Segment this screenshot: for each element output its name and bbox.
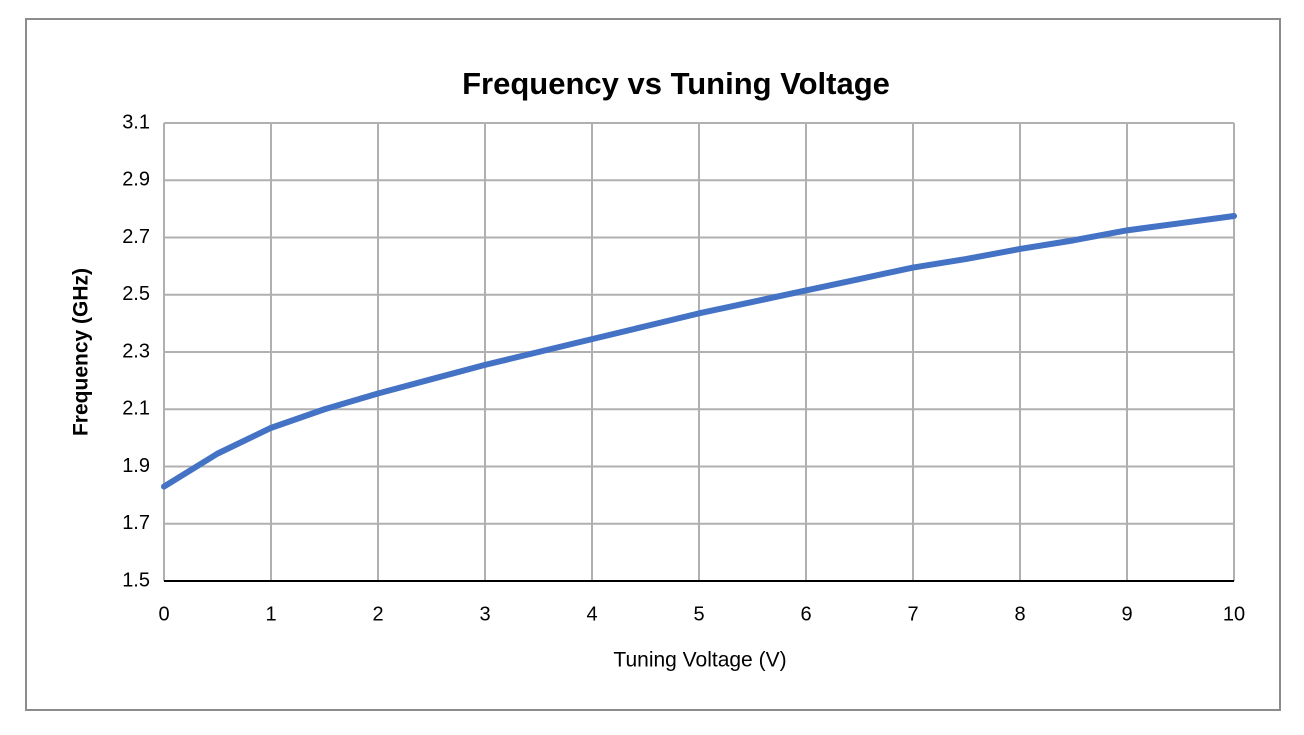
y-axis-label: Frequency (GHz) — [70, 268, 93, 436]
x-tick-label: 4 — [586, 603, 597, 625]
x-tick-label: 1 — [265, 603, 276, 625]
x-tick-label: 6 — [800, 603, 811, 625]
chart-border — [25, 18, 1281, 711]
x-tick-label: 10 — [1223, 603, 1245, 625]
data-line — [161, 213, 1237, 490]
y-tick-label: 2.7 — [122, 226, 150, 248]
x-tick-label: 3 — [479, 603, 490, 625]
x-tick-label: 9 — [1121, 603, 1132, 625]
y-tick-label: 2.1 — [122, 398, 150, 420]
y-tick-label: 2.5 — [122, 283, 150, 305]
y-tick-label: 2.9 — [122, 169, 150, 191]
x-tick-label: 2 — [372, 603, 383, 625]
y-tick-label: 3.1 — [122, 111, 150, 133]
x-axis-label: Tuning Voltage (V) — [613, 649, 786, 672]
x-tick-label: 8 — [1014, 603, 1025, 625]
x-tick-label: 5 — [693, 603, 704, 625]
chart-title: Frequency vs Tuning Voltage — [462, 66, 890, 101]
y-tick-label: 2.3 — [122, 340, 150, 362]
x-tick-label: 7 — [907, 603, 918, 625]
y-tick-label: 1.7 — [122, 512, 150, 534]
y-tick-label: 1.5 — [122, 569, 150, 591]
x-tick-label: 0 — [158, 603, 169, 625]
y-tick-label: 1.9 — [122, 455, 150, 477]
